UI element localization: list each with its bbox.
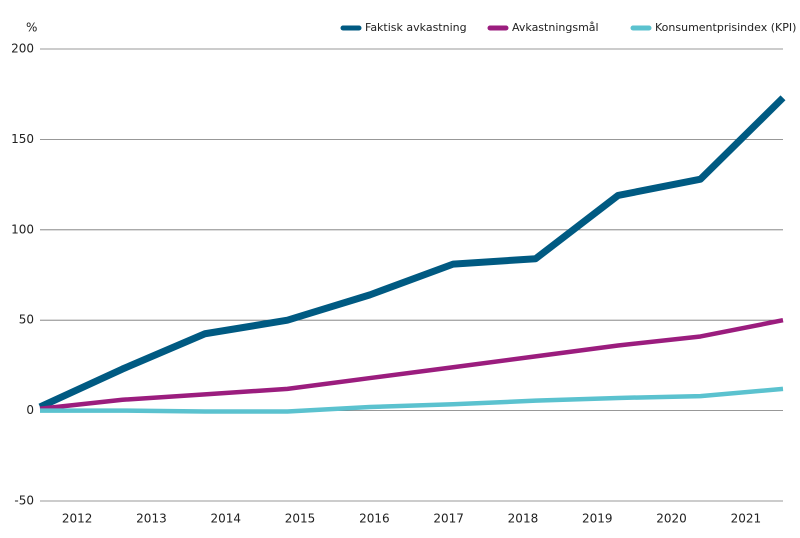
x-tick-label: 2019	[582, 512, 613, 526]
series-line	[39, 317, 784, 412]
legend-label: Konsumentprisindex (KPI)	[655, 21, 796, 34]
y-tick-label: 100	[11, 222, 34, 236]
x-tick-label: 2015	[285, 512, 316, 526]
y-tick-label: 50	[19, 313, 34, 327]
legend-label: Avkastningsmål	[512, 21, 599, 34]
series-line	[38, 95, 786, 411]
y-tick-label: 200	[11, 42, 34, 56]
x-tick-label: 2013	[136, 512, 167, 526]
x-tick-label: 2018	[508, 512, 539, 526]
x-tick-label: 2017	[433, 512, 464, 526]
x-tick-label: 2014	[210, 512, 241, 526]
x-tick-label: 2021	[731, 512, 762, 526]
legend-label: Faktisk avkastning	[365, 21, 467, 34]
y-unit-label: %	[26, 21, 37, 35]
series-line	[40, 386, 784, 414]
x-tick-label: 2016	[359, 512, 390, 526]
x-tick-label: 2012	[62, 512, 93, 526]
y-tick-label: 150	[11, 132, 34, 146]
y-tick-label: -50	[14, 494, 34, 508]
y-tick-label: 0	[26, 403, 34, 417]
x-tick-label: 2020	[656, 512, 687, 526]
